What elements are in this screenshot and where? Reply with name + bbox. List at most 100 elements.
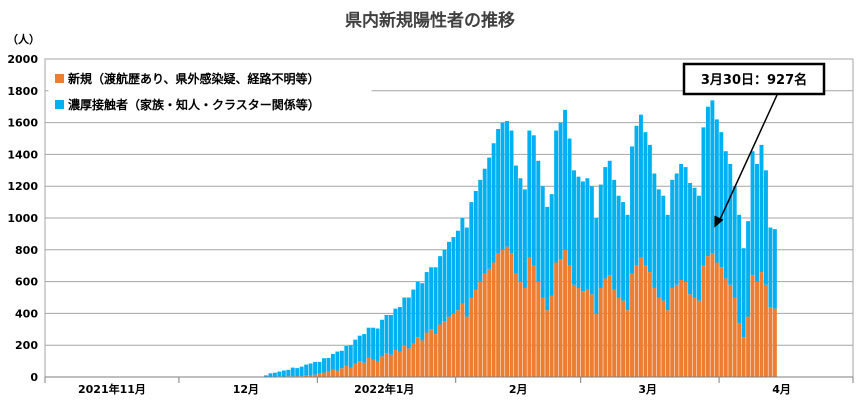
bar-new	[558, 259, 563, 377]
bar-new	[665, 310, 670, 377]
bar-new	[630, 273, 634, 377]
bar-close-contact	[357, 335, 362, 362]
bar-new	[482, 273, 487, 377]
bar-new	[656, 297, 661, 377]
bar-new	[755, 281, 759, 377]
y-tick-label: 0	[30, 371, 38, 384]
bar-close-contact	[728, 163, 733, 285]
bar-close-contact	[496, 128, 501, 253]
bar-new	[505, 246, 509, 377]
bar-new	[420, 340, 425, 377]
bar-close-contact	[692, 187, 697, 298]
bar-close-contact	[598, 184, 603, 288]
bar-close-contact	[366, 327, 371, 358]
bar-new	[589, 294, 594, 377]
bar-new	[487, 268, 492, 377]
bar-close-contact	[406, 297, 411, 349]
bar-new	[661, 300, 666, 377]
bar-close-contact	[656, 189, 661, 298]
bar-close-contact	[353, 339, 358, 364]
bar-new	[772, 308, 777, 377]
bar-close-contact	[683, 167, 688, 282]
bar-new	[741, 337, 746, 377]
bar-close-contact	[447, 241, 451, 317]
bar-close-contact	[576, 176, 581, 288]
bar-close-contact	[264, 375, 268, 377]
bar-close-contact	[277, 371, 282, 377]
bar-new	[638, 257, 643, 377]
bar-close-contact	[746, 221, 751, 317]
legend-label-new: 新規（渡航歴あり、県外感染疑、経路不明等）	[68, 71, 320, 86]
bar-close-contact	[554, 130, 559, 263]
bar-new	[705, 256, 710, 377]
bar-close-contact	[371, 327, 376, 360]
bar-close-contact	[429, 267, 434, 330]
bar-close-contact	[469, 202, 474, 298]
bar-close-contact	[473, 190, 478, 290]
bar-new	[567, 265, 572, 377]
bar-close-contact	[697, 195, 701, 301]
bar-new	[451, 313, 456, 377]
bar-new	[317, 373, 322, 377]
y-axis-ticks: 0 200 400 600 800 1000 1200 1400 1600 1800 2000	[7, 53, 38, 384]
bar-new	[563, 249, 568, 377]
bar-new	[603, 278, 608, 377]
bar-new	[625, 310, 630, 377]
bar-new	[313, 374, 318, 377]
bar-new	[491, 262, 496, 377]
bar-close-contact	[710, 100, 715, 253]
bar-new	[375, 361, 380, 377]
bar-close-contact	[665, 214, 670, 311]
bar-new	[406, 348, 411, 377]
bar-new	[746, 316, 751, 377]
bar-close-contact	[478, 179, 483, 282]
bar-close-contact	[308, 363, 313, 376]
bar-new	[513, 273, 518, 377]
bar-close-contact	[348, 345, 353, 368]
bar-new	[442, 321, 447, 377]
bar-close-contact	[384, 314, 389, 354]
bar-close-contact	[772, 229, 777, 309]
bar-new	[688, 294, 693, 377]
bar-close-contact	[389, 314, 393, 355]
annotation-arrow	[719, 94, 778, 219]
bar-new	[737, 322, 742, 377]
bar-close-contact	[402, 297, 407, 346]
bar-close-contact	[558, 122, 563, 260]
bar-new	[634, 265, 639, 377]
bar-close-contact	[335, 351, 340, 371]
bar-close-contact	[616, 195, 621, 298]
bar-close-contact	[455, 230, 460, 311]
bar-close-contact	[768, 227, 773, 308]
bar-close-contact	[661, 195, 666, 301]
bar-new	[714, 262, 719, 377]
bar-new	[710, 252, 715, 377]
bar-new	[389, 354, 393, 377]
bar-new	[540, 297, 545, 377]
bar-new	[647, 272, 652, 377]
bar-close-contact	[732, 186, 737, 298]
bar-close-contact	[290, 367, 295, 377]
bar-close-contact	[304, 364, 309, 376]
bar-close-contact	[723, 151, 728, 279]
bar-close-contact	[281, 370, 286, 377]
bar-close-contact	[362, 334, 367, 363]
bar-new	[545, 310, 550, 377]
bar-close-contact	[763, 170, 768, 285]
bar-close-contact	[603, 167, 608, 279]
bar-close-contact	[643, 132, 648, 266]
bar-new	[728, 284, 733, 377]
bar-new	[460, 303, 465, 377]
legend-box	[48, 65, 372, 119]
bar-new	[692, 297, 697, 377]
bar-close-contact	[621, 202, 626, 301]
bar-close-contact	[545, 206, 550, 311]
bar-new	[621, 300, 626, 377]
bar-close-contact	[487, 157, 492, 269]
annotation-box	[682, 62, 826, 96]
bar-new	[732, 297, 737, 377]
bar-close-contact	[634, 125, 639, 266]
x-tick-label: 2月	[509, 383, 528, 396]
bar-close-contact	[652, 173, 657, 288]
bar-new	[415, 337, 420, 377]
